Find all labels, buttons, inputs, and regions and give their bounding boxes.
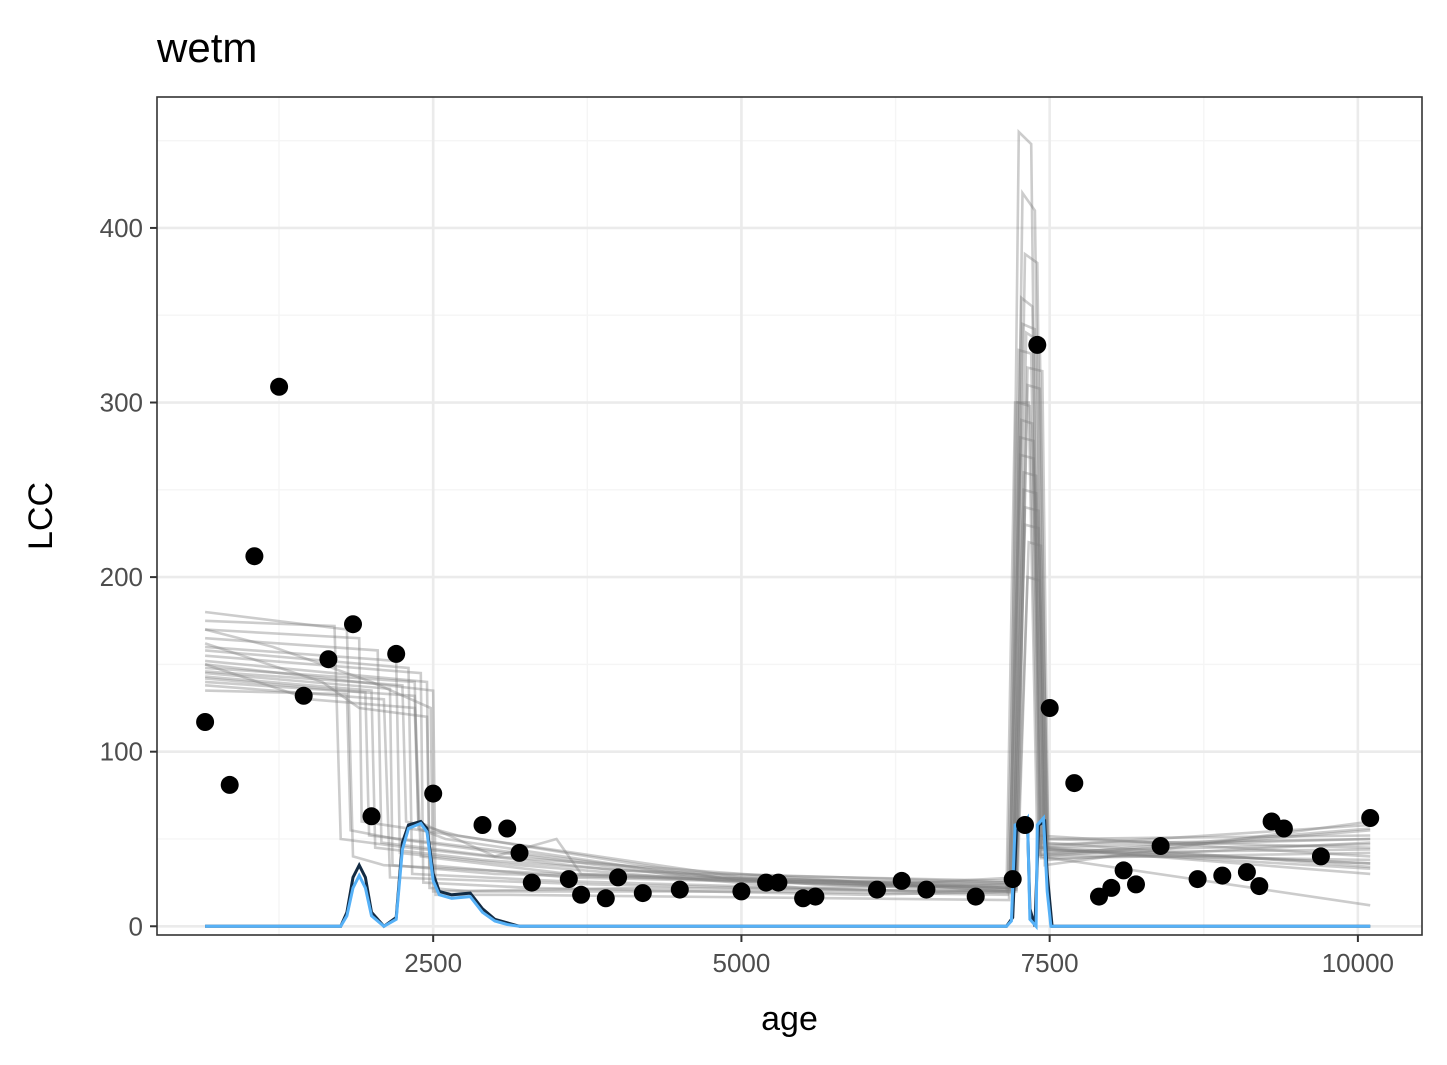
plot-background [157, 97, 1422, 935]
data-point [522, 873, 541, 892]
data-point [1102, 878, 1121, 897]
data-point [1188, 870, 1207, 889]
data-point [769, 873, 788, 892]
ensemble-line [205, 575, 1371, 890]
data-point [196, 713, 215, 731]
data-point [1016, 816, 1034, 834]
density-curves [205, 813, 1371, 931]
data-point [966, 887, 985, 906]
data-point [1213, 866, 1232, 885]
data-point [510, 843, 529, 862]
data-point [868, 880, 886, 899]
data-point [1237, 863, 1256, 882]
chart-title: wetm [156, 24, 257, 71]
data-point [1040, 699, 1059, 717]
data-point [498, 819, 517, 838]
x-tick-label: 10000 [1322, 948, 1394, 978]
ensemble-line [205, 470, 1371, 883]
ensemble-line [204, 540, 1371, 886]
data-point [757, 873, 776, 892]
y-tick-label: 400 [100, 213, 143, 243]
x-tick-label: 5000 [712, 948, 770, 978]
data-point [1250, 877, 1269, 896]
ensemble-line [205, 128, 1371, 907]
data-point [1028, 335, 1047, 354]
data-point [424, 784, 443, 803]
panel-border [156, 96, 1423, 936]
data-point [387, 644, 406, 663]
data-point [1003, 870, 1022, 889]
data-point [806, 887, 825, 906]
data-point [270, 377, 289, 396]
data-point [319, 650, 338, 669]
data-point [1114, 861, 1133, 880]
data-point [572, 885, 591, 904]
ensemble-line [204, 418, 1371, 895]
data-points [196, 335, 1380, 908]
ensemble-line [204, 400, 1371, 897]
y-tick-label: 0 [129, 911, 143, 941]
data-point [1151, 837, 1170, 855]
data-point [596, 889, 615, 908]
y-axis: 0 100 200 300 400 [100, 213, 157, 941]
data-point [473, 816, 492, 834]
x-tick-label: 7500 [1021, 948, 1079, 978]
ensemble-line [204, 523, 1371, 888]
y-tick-label: 100 [100, 737, 143, 767]
data-point [245, 547, 264, 566]
data-point [559, 870, 578, 889]
ensemble-line [205, 251, 1371, 893]
x-tick-label: 2500 [404, 948, 462, 978]
density-curve-dark [205, 818, 1371, 929]
data-point [732, 882, 751, 901]
density-curve-light [205, 813, 1371, 931]
data-point [1127, 875, 1145, 894]
y-tick-label: 300 [100, 388, 143, 418]
data-point [220, 775, 239, 794]
data-point [362, 807, 381, 826]
data-point [1361, 809, 1380, 827]
x-axis-title: age [761, 1000, 818, 1038]
data-point [892, 871, 911, 890]
data-point [670, 880, 689, 899]
ensemble-line [204, 365, 1371, 897]
data-point [344, 615, 362, 634]
data-point [609, 868, 628, 887]
y-axis-title: LCC [22, 482, 60, 550]
data-point [294, 686, 313, 705]
data-point [633, 884, 652, 903]
ensemble-line [204, 322, 1371, 886]
ensemble-line [204, 348, 1371, 890]
y-tick-label: 200 [100, 562, 143, 592]
data-point [917, 880, 936, 899]
x-axis: 2500 5000 7500 10000 [404, 935, 1394, 978]
data-point [1065, 774, 1084, 793]
data-point [1274, 819, 1293, 838]
data-point [1311, 847, 1330, 866]
ensemble-line [205, 383, 1371, 891]
